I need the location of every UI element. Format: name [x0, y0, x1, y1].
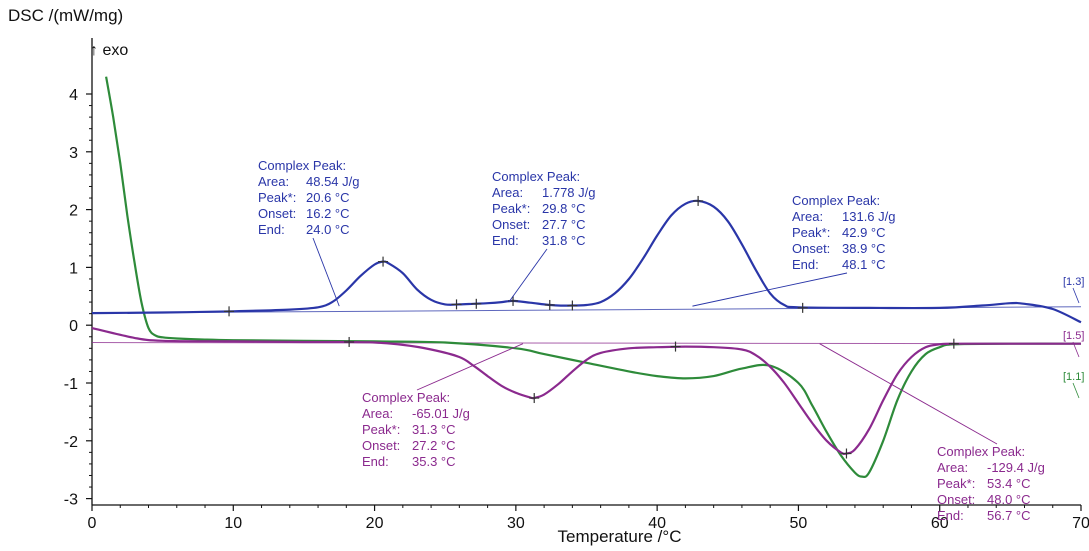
- series-end-label: [1.5]: [1063, 330, 1084, 342]
- x-tick-label: 30: [507, 515, 525, 532]
- annotation-label: Complex Peak:: [258, 158, 346, 173]
- series-line: [91, 327, 1081, 456]
- exo-direction-label: ↑ exo: [90, 42, 129, 59]
- annotation-label: Area:: [492, 185, 523, 200]
- annotation-value: 42.9 °C: [842, 225, 886, 240]
- annotation-label: Complex Peak:: [492, 169, 580, 184]
- y-tick-label: -2: [64, 434, 78, 451]
- series-end-label: [1.3]: [1063, 276, 1084, 288]
- series-line: [91, 199, 1082, 324]
- annotation-label: Peak*:: [792, 225, 830, 240]
- annotation-value: 48.0 °C: [987, 492, 1031, 507]
- annotation-label: Area:: [362, 406, 393, 421]
- y-tick-label: -3: [64, 492, 78, 509]
- annotation-label: Onset:: [937, 492, 975, 507]
- annotation-label: Area:: [258, 174, 289, 189]
- annotation-label: Peak*:: [362, 422, 400, 437]
- annotation-label: Onset:: [792, 241, 830, 256]
- y-tick-label: 1: [69, 260, 78, 277]
- annotation-label: Complex Peak:: [362, 390, 450, 405]
- annotation-value: 131.6 J/g: [842, 209, 896, 224]
- annotation-leader: [312, 237, 340, 307]
- y-tick-label: 4: [69, 87, 78, 104]
- series-end-leader: [1072, 382, 1080, 399]
- annotation-label: End:: [937, 508, 964, 523]
- y-tick-label: 2: [69, 203, 78, 220]
- annotation-label: Onset:: [362, 438, 400, 453]
- annotation-label: Onset:: [492, 217, 530, 232]
- annotation-value: 31.8 °C: [542, 233, 586, 248]
- series-line: [105, 76, 1082, 479]
- peak-baseline: [91, 342, 1082, 345]
- y-tick-label: -1: [64, 376, 78, 393]
- annotation-label: Area:: [792, 209, 823, 224]
- series-end-leader: [1072, 341, 1080, 358]
- series-end-label: [1.1]: [1063, 371, 1084, 383]
- annotation-value: 27.7 °C: [542, 217, 586, 232]
- x-tick-label: 50: [790, 515, 808, 532]
- annotation-value: 29.8 °C: [542, 201, 586, 216]
- annotation-label: Peak*:: [937, 476, 975, 491]
- annotation-value: 20.6 °C: [306, 190, 350, 205]
- annotation-value: 31.3 °C: [412, 422, 456, 437]
- x-tick-label: 0: [88, 515, 97, 532]
- annotation-value: 48.1 °C: [842, 257, 886, 272]
- annotation-leader: [416, 343, 524, 391]
- series-end-leader: [1072, 287, 1080, 304]
- annotation-value: 27.2 °C: [412, 438, 456, 453]
- y-tick-label: 0: [69, 318, 78, 335]
- annotation-label: End:: [792, 257, 819, 272]
- annotation-value: 24.0 °C: [306, 222, 350, 237]
- annotation-label: End:: [492, 233, 519, 248]
- x-tick-label: 20: [366, 515, 384, 532]
- annotation-value: 56.7 °C: [987, 508, 1031, 523]
- annotation-value: 48.54 J/g: [306, 174, 360, 189]
- y-axis-label: DSC /(mW/mg): [8, 6, 124, 25]
- annotation-label: Area:: [937, 460, 968, 475]
- annotation-label: Complex Peak:: [792, 193, 880, 208]
- annotation-label: Peak*:: [492, 201, 530, 216]
- y-tick-label: 3: [69, 145, 78, 162]
- annotation-label: Complex Peak:: [937, 444, 1025, 459]
- x-tick-label: 10: [224, 515, 242, 532]
- x-axis-label: Temperature /°C: [557, 527, 682, 546]
- annotation-label: End:: [362, 454, 389, 469]
- annotation-leader: [819, 343, 998, 445]
- annotation-value: -65.01 J/g: [412, 406, 470, 421]
- annotation-leader: [692, 272, 848, 307]
- annotation-leader: [508, 248, 548, 303]
- annotation-value: -129.4 J/g: [987, 460, 1045, 475]
- annotation-value: 16.2 °C: [306, 206, 350, 221]
- annotation-value: 1.778 J/g: [542, 185, 596, 200]
- x-tick-label: 40: [648, 515, 666, 532]
- x-tick-label: 70: [1072, 515, 1089, 532]
- annotation-label: Onset:: [258, 206, 296, 221]
- x-tick-label: 60: [931, 515, 949, 532]
- annotation-label: End:: [258, 222, 285, 237]
- annotation-value: 53.4 °C: [987, 476, 1031, 491]
- annotation-value: 38.9 °C: [842, 241, 886, 256]
- annotation-label: Peak*:: [258, 190, 296, 205]
- annotation-value: 35.3 °C: [412, 454, 456, 469]
